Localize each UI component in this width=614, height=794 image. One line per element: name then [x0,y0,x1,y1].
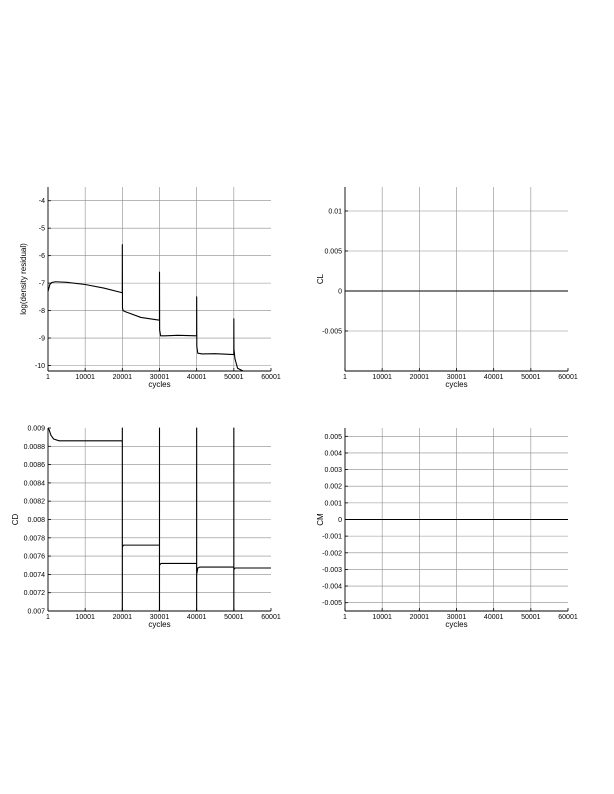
y-tick-label: 0.005 [324,434,342,441]
y-tick-label: -9 [39,336,45,343]
y-tick-label: -0.004 [322,584,342,591]
y-axis-label: CD [11,514,20,526]
y-tick-label: 0.001 [324,500,342,507]
y-tick-label: 0.0086 [24,462,46,469]
x-axis-label: cycles [445,380,467,389]
x-tick-label: 1 [343,374,347,381]
x-tick-label: 50001 [224,614,244,621]
x-tick-label: 20001 [113,374,133,381]
y-axis-label: CM [316,513,325,526]
x-tick-label: 10001 [75,614,95,621]
x-tick-label: 50001 [521,614,541,621]
x-tick-label: 50001 [224,374,244,381]
y-tick-label: 0.003 [324,467,342,474]
x-tick-label: 30001 [447,614,467,621]
x-tick-label: 40001 [484,614,504,621]
y-tick-label: -10 [35,363,45,370]
x-tick-label: 30001 [447,374,467,381]
y-tick-label: 0.0074 [24,572,46,579]
x-tick-label: 40001 [187,614,207,621]
y-tick-label: 0.0076 [24,554,46,561]
y-tick-label: 0.0084 [24,480,46,487]
y-tick-label: 0.005 [324,249,342,256]
y-axis-label: CL [316,273,325,284]
y-tick-label: -0.003 [322,567,342,574]
x-tick-label: 10001 [372,374,392,381]
y-axis-label: log(density residual) [19,243,28,315]
y-tick-label: 0.01 [328,209,342,216]
x-tick-label: 60001 [261,614,281,621]
cd-chart: 1 10001 20001 30001 40001 50001 60001 0.009 0.00… [11,426,281,630]
cl-chart: 1 10001 20001 30001 40001 50001 60001 0.01 0.005… [316,187,578,389]
y-tick-label: 0.004 [324,450,342,457]
y-tick-label: -5 [39,226,45,233]
x-tick-label: 50001 [521,374,541,381]
x-tick-label: 10001 [372,614,392,621]
y-tick-label: -0.002 [322,550,342,557]
x-tick-label: 1 [343,614,347,621]
x-tick-label: 1 [46,374,50,381]
y-tick-label: -7 [39,281,45,288]
x-tick-label: 30001 [150,614,170,621]
y-tick-label: 0 [338,517,342,524]
x-tick-label: 10001 [75,374,95,381]
x-tick-label: 1 [46,614,50,621]
x-tick-label: 60001 [558,614,578,621]
y-tick-label: 0.002 [324,484,342,491]
y-tick-label: -0.005 [322,600,342,607]
x-tick-label: 60001 [558,374,578,381]
series-line [47,244,271,372]
y-tick-label: -4 [39,198,45,205]
y-tick-label: -6 [39,253,45,260]
y-tick-label: 0.007 [27,609,45,616]
y-tick-label: 0 [338,289,342,296]
y-tick-label: 0.0082 [24,499,46,506]
x-axis-label: cycles [148,620,170,629]
residual-chart: 1 10001 20001 30001 40001 50001 60001 -4 -5 -6 -7 -… [19,187,281,389]
x-tick-label: 20001 [410,614,430,621]
x-tick-label: 30001 [150,374,170,381]
y-tick-label: 0.0088 [24,444,46,451]
y-tick-label: 0.0072 [24,590,46,597]
y-tick-label: -0.001 [322,534,342,541]
x-tick-label: 20001 [113,614,133,621]
grid [345,187,568,371]
y-tick-label: 0.009 [27,426,45,433]
x-tick-label: 20001 [410,374,430,381]
series-line [47,427,271,612]
x-axis-label: cycles [445,620,467,629]
x-tick-label: 40001 [484,374,504,381]
x-tick-label: 40001 [187,374,207,381]
x-tick-label: 60001 [261,374,281,381]
y-tick-label: -8 [39,308,45,315]
y-tick-label: 0.0078 [24,535,46,542]
x-axis-label: cycles [148,380,170,389]
y-tick-label: 0.008 [27,517,45,524]
cm-chart: 1 10001 20001 30001 40001 50001 60001 0.005 0.00… [316,428,578,629]
y-tick-label: -0.005 [322,329,342,336]
